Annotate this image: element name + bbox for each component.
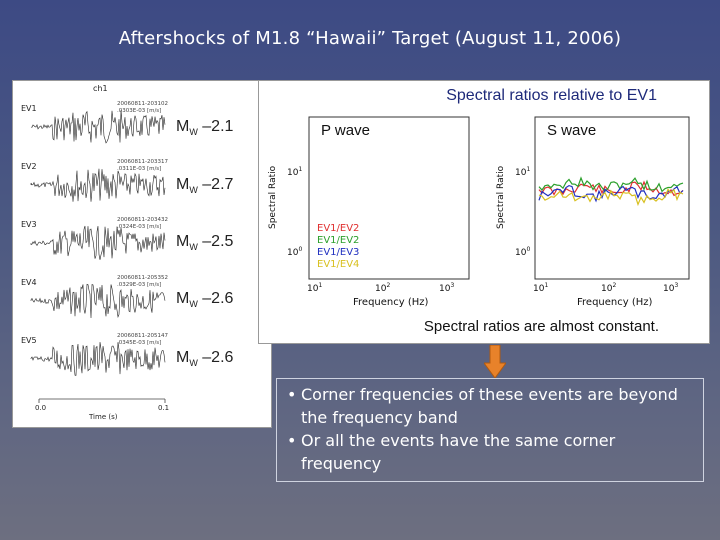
p-x-axis-label: Frequency (Hz)	[353, 297, 429, 308]
time-tick-0: 0.0	[35, 404, 46, 412]
s-ytick-hi: 101	[515, 166, 530, 178]
legend-item-3: EV1/EV4	[317, 259, 359, 270]
magnitude-ev3: MW –2.5	[176, 233, 234, 253]
s-x-axis-label: Frequency (Hz)	[577, 297, 653, 308]
spectral-ratio-curve	[538, 188, 684, 207]
event-amplitude: .0311E-03 [m/s]	[117, 166, 161, 172]
spectral-ratio-curve	[538, 176, 684, 193]
magnitude-ev4: MW –2.6	[176, 290, 234, 310]
waveform-figure: ch1 EV1 20060811-203102.0303E-03 [m/s] EV2…	[21, 84, 169, 421]
p-ytick-lo: 100	[287, 246, 302, 258]
spectral-ratio-title: Spectral ratios relative to EV1	[446, 87, 657, 104]
waveform-traces: EV1 20060811-203102.0303E-03 [m/s] EV2 2006…	[21, 101, 168, 376]
p-y-axis-label: Spectral Ratio	[268, 165, 278, 229]
s-wave-axes	[534, 116, 690, 280]
p-wave-axes	[308, 116, 470, 280]
waveform-trace	[30, 342, 166, 376]
s-wave-label: S wave	[547, 122, 596, 139]
channel-label: ch1	[93, 84, 108, 93]
s-xtick-3: 103	[663, 282, 678, 294]
waveform-trace	[30, 168, 166, 202]
waveform-panel: ch1 EV1 20060811-203102.0303E-03 [m/s] EV2…	[12, 80, 272, 428]
spectral-figure: P wave Spectral Ratio 101 100 101 102 10…	[268, 116, 690, 308]
event-id: 20060811-205352	[117, 275, 168, 281]
spectral-ratio-curve	[538, 184, 684, 203]
event-id: 20060811-203432	[117, 217, 168, 223]
p-ytick-hi: 101	[287, 166, 302, 178]
event-label: EV4	[21, 278, 37, 287]
p-xtick-1: 101	[307, 282, 322, 294]
waveform-trace	[30, 225, 166, 260]
event-amplitude: .0345E-03 [m/s]	[117, 340, 161, 346]
waveform-trace	[30, 283, 166, 319]
event-amplitude: .0329E-03 [m/s]	[117, 282, 161, 288]
time-tick-1: 0.1	[158, 404, 169, 412]
legend-item-1: EV1/EV2	[317, 235, 359, 246]
s-ytick-lo: 100	[515, 246, 530, 258]
event-label: EV2	[21, 162, 37, 171]
time-axis-label: Time (s)	[88, 413, 118, 421]
down-arrow-icon	[484, 345, 506, 379]
p-xtick-2: 102	[375, 282, 390, 294]
legend-item-0: EV1/EV2	[317, 223, 359, 234]
p-wave-label: P wave	[321, 122, 370, 139]
p-xtick-3: 103	[439, 282, 454, 294]
s-wave-curves	[538, 176, 684, 207]
event-amplitude: .0303E-03 [m/s]	[117, 108, 161, 114]
event-id: 20060811-203102	[117, 101, 168, 107]
conclusion-bullet-2: Or all the events have the same corner f…	[287, 429, 699, 475]
legend-item-2: EV1/EV3	[317, 247, 359, 258]
s-xtick-1: 101	[533, 282, 548, 294]
slide-title: Aftershocks of M1.8 “Hawaii” Target (Aug…	[118, 28, 622, 49]
s-xtick-2: 102	[601, 282, 616, 294]
event-id: 20060811-205147	[117, 333, 168, 339]
event-label: EV3	[21, 220, 37, 229]
magnitude-ev1: MW –2.1	[176, 118, 234, 138]
conclusion-bullet-1: Corner frequencies of these events are b…	[287, 383, 699, 429]
magnitude-ev2: MW –2.7	[176, 176, 234, 196]
event-label: EV1	[21, 104, 37, 113]
event-amplitude: .0324E-03 [m/s]	[117, 224, 161, 230]
spectral-ratio-caption: Spectral ratios are almost constant.	[423, 318, 659, 335]
magnitude-ev5: MW –2.6	[176, 349, 234, 369]
s-y-axis-label: Spectral Ratio	[496, 165, 506, 229]
conclusion-box: Corner frequencies of these events are b…	[276, 378, 704, 482]
event-label: EV5	[21, 336, 37, 345]
event-id: 20060811-203317	[117, 159, 168, 165]
waveform-trace	[30, 110, 166, 144]
spectral-ratio-panel: Spectral ratios relative to EV1 P wave S…	[258, 80, 710, 344]
